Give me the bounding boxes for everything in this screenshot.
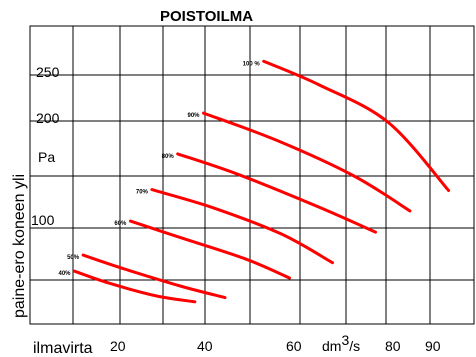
y-axis-label: paine-ero koneen yli — [11, 174, 28, 318]
curves — [73, 59, 451, 304]
curve-label-0: 40% — [58, 271, 71, 277]
curve-2 — [128, 219, 291, 280]
x-axis-label: ilmavirta — [33, 340, 93, 357]
x-tick-label-40: 40 — [197, 338, 213, 354]
curve-label-6: 100 % — [243, 61, 261, 67]
y-tick-label-200: 200 — [36, 110, 60, 126]
y-tick-label-100: 100 — [31, 212, 55, 228]
curve-label-4: 80% — [162, 154, 175, 160]
x-unit-label: dm3/s — [322, 332, 360, 354]
curve-label-2: 60% — [114, 221, 127, 227]
plot-border — [29, 25, 475, 325]
x-unit-exponent: 3 — [341, 332, 349, 348]
curve-label-1: 50% — [67, 255, 80, 261]
curve-label-5: 90% — [187, 113, 200, 119]
y-tick-label-250: 250 — [36, 64, 60, 80]
x-tick-label-90: 90 — [425, 338, 441, 354]
curve-1 — [81, 253, 227, 300]
curve-0 — [73, 269, 197, 304]
curve-4 — [176, 152, 377, 234]
chart-title: POISTOILMA — [160, 8, 253, 25]
curve-3 — [150, 188, 334, 265]
x-tick-label-60: 60 — [286, 338, 302, 354]
y-unit-label: Pa — [38, 149, 55, 165]
curve-6 — [262, 59, 451, 192]
x-unit-prefix: dm — [322, 338, 341, 354]
x-tick-label-80: 80 — [385, 338, 401, 354]
curve-label-3: 70% — [136, 190, 149, 196]
curve-5 — [202, 111, 412, 213]
x-unit-suffix: /s — [349, 338, 360, 354]
x-tick-label-20: 20 — [110, 338, 126, 354]
curve-labels: 40% 50% 60% 70% 80% 90% 100 % — [58, 61, 260, 277]
